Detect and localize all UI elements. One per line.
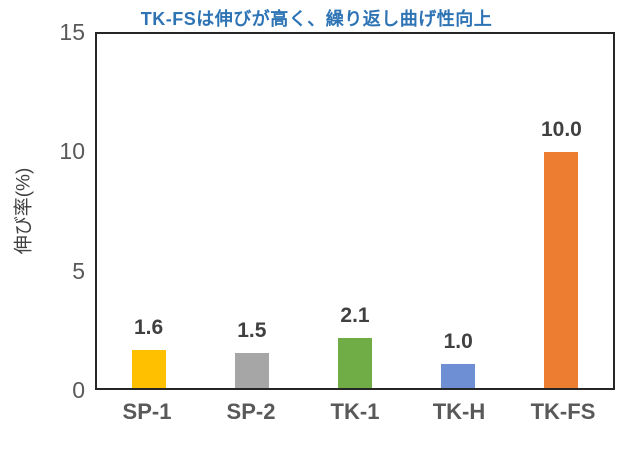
bar-tkh [441, 364, 476, 388]
y-axis-title: 伸び率(%) [13, 167, 35, 255]
x-tick-label-sp1: SP-1 [122, 399, 172, 424]
data-label-tkh: 1.0 [443, 330, 473, 354]
x-tick-label-sp2: SP-2 [226, 399, 276, 424]
y-tick-label-5: 5 [72, 258, 85, 284]
plot-area: 1.6 1.5 2.1 1.0 10.0 [95, 32, 615, 390]
bar-group-tkh: 1.0 [407, 34, 510, 388]
bar-sp1 [131, 350, 166, 388]
x-tick-label-tkfs: TK-FS [530, 399, 596, 424]
bar-tk1 [338, 338, 372, 388]
x-tick-label-tk1: TK-1 [330, 399, 380, 424]
x-axis-labels: SP-1 SP-2 TK-1 TK-H TK-FS [95, 399, 615, 425]
y-tick-label-0: 0 [72, 377, 85, 403]
data-label-sp2: 1.5 [237, 318, 267, 342]
data-label-sp1: 1.6 [134, 316, 164, 340]
y-tick-label-10: 10 [59, 138, 85, 164]
x-tick-label-tkh: TK-H [432, 399, 486, 424]
bar-tkfs [544, 152, 579, 388]
y-tick-label-15: 15 [59, 19, 85, 45]
data-label-tkfs: 10.0 [540, 118, 582, 141]
data-label-tk1: 2.1 [340, 304, 370, 328]
bar-group-tk1: 2.1 [303, 34, 406, 388]
bar-group-sp1: 1.6 [97, 34, 200, 388]
chart-title: TK-FSは伸びが高く、繰り返し曲げ性向上 [140, 9, 493, 29]
bar-group-tkfs: 10.0 [510, 34, 613, 388]
bar-group-sp2: 1.5 [200, 34, 303, 388]
bar-sp2 [234, 352, 269, 388]
